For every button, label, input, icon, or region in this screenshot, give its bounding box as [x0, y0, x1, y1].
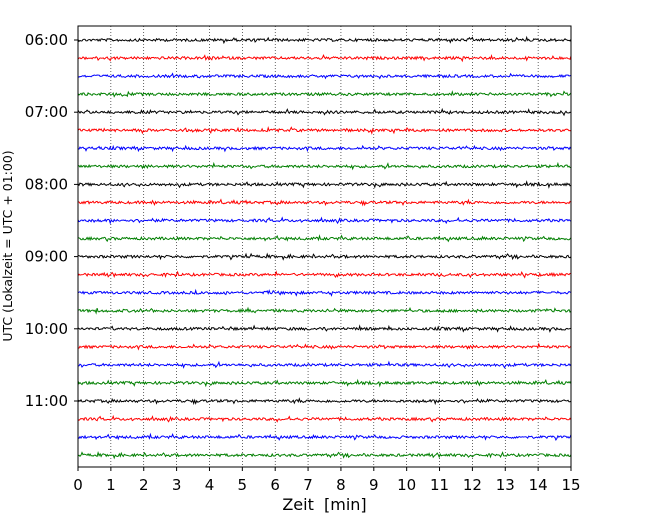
trace-0930	[77, 288, 572, 297]
trace-0730	[77, 144, 572, 153]
trace-0800	[77, 180, 572, 189]
x-tick-label: 15	[561, 476, 580, 494]
trace-1115	[77, 414, 572, 423]
x-tick-label: 6	[270, 476, 280, 494]
trace-0745	[77, 161, 572, 171]
trace-0900	[77, 252, 572, 261]
y-tick-layer: 06:00 07:00 08:00 09:00 10:00 11:00	[25, 31, 78, 410]
trace-0945	[77, 306, 572, 315]
trace-0600	[77, 35, 572, 45]
trace-0700	[77, 107, 572, 117]
trace-1015	[77, 342, 572, 351]
trace-layer	[77, 35, 572, 460]
trace-0915	[77, 270, 572, 279]
x-tick-label: 9	[369, 476, 379, 494]
y-axis-label: UTC (Lokalzeit = UTC + 01:00)	[0, 150, 15, 341]
x-tick-layer: 0 1 2 3 4 5 6 7 8 9 10 11 12 13 14 15	[73, 467, 581, 494]
y-tick-label: 06:00	[25, 31, 68, 49]
trace-0615	[77, 53, 572, 63]
trace-1000	[77, 324, 572, 333]
trace-0630	[77, 72, 572, 80]
x-tick-label: 12	[463, 476, 482, 494]
trace-0815	[77, 198, 572, 207]
x-tick-label: 2	[139, 476, 149, 494]
trace-0830	[77, 216, 572, 225]
trace-1100	[77, 397, 572, 406]
trace-0645	[77, 90, 572, 98]
x-tick-label: 14	[529, 476, 548, 494]
x-axis-label: Zeit [min]	[282, 495, 366, 514]
y-tick-label: 11:00	[25, 392, 68, 410]
x-tick-label: 1	[106, 476, 116, 494]
x-tick-label: 7	[303, 476, 313, 494]
trace-1145	[77, 450, 572, 460]
trace-1045	[77, 378, 572, 388]
x-tick-label: 5	[238, 476, 248, 494]
y-tick-label: 09:00	[25, 248, 68, 266]
x-tick-label: 10	[397, 476, 416, 494]
trace-1030	[77, 360, 572, 369]
x-tick-label: 13	[496, 476, 515, 494]
y-tick-label: 07:00	[25, 103, 68, 121]
plot-frame	[77, 25, 572, 468]
x-tick-label: 4	[205, 476, 215, 494]
trace-0715	[77, 126, 572, 135]
trace-0845	[77, 234, 572, 243]
x-tick-label: 11	[430, 476, 449, 494]
x-tick-label: 0	[73, 476, 83, 494]
y-tick-label: 08:00	[25, 175, 68, 193]
y-tick-label: 10:00	[25, 320, 68, 338]
trace-1130	[77, 432, 572, 441]
x-tick-label: 3	[172, 476, 182, 494]
x-tick-label: 8	[336, 476, 346, 494]
